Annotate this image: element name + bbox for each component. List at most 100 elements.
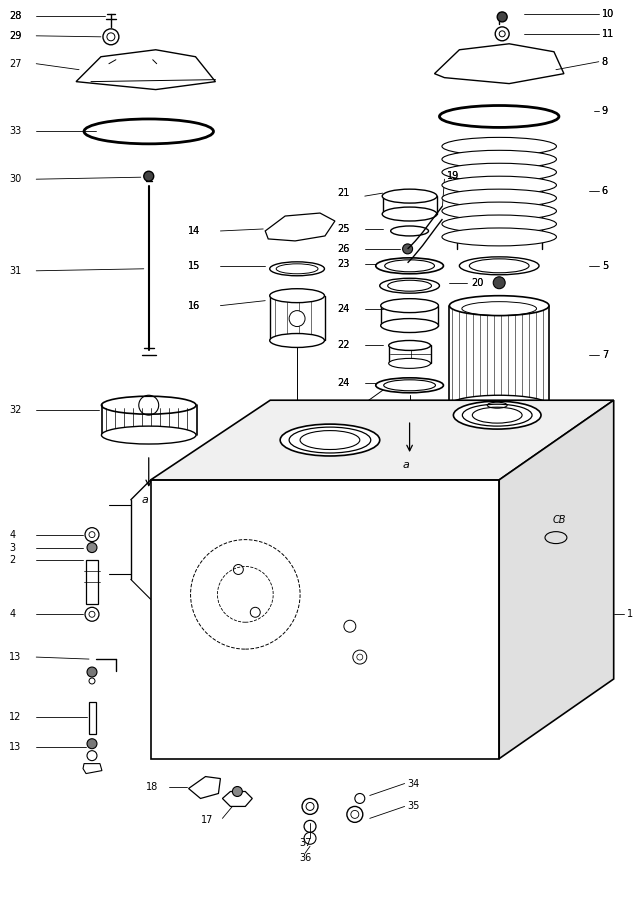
Text: 7: 7 <box>602 350 608 360</box>
Text: 3: 3 <box>10 543 15 553</box>
Ellipse shape <box>442 215 557 233</box>
Text: 9: 9 <box>602 106 608 116</box>
Ellipse shape <box>269 334 325 347</box>
Text: 12: 12 <box>10 712 22 722</box>
Text: 15: 15 <box>188 261 200 271</box>
Text: 36: 36 <box>299 853 311 863</box>
Text: 13: 13 <box>10 652 22 662</box>
Text: 9: 9 <box>602 106 608 116</box>
Polygon shape <box>151 400 614 480</box>
Ellipse shape <box>269 289 325 302</box>
Circle shape <box>87 667 97 677</box>
Text: 22: 22 <box>337 340 350 350</box>
Text: 28: 28 <box>10 11 22 21</box>
Ellipse shape <box>442 150 557 168</box>
Text: 21: 21 <box>337 188 350 198</box>
Bar <box>86 560 98 604</box>
Text: 16: 16 <box>188 301 200 310</box>
Text: 29: 29 <box>10 31 22 40</box>
Text: 1: 1 <box>626 609 633 619</box>
Text: 25: 25 <box>337 224 350 234</box>
Text: 24: 24 <box>337 303 350 313</box>
Ellipse shape <box>442 176 557 194</box>
Ellipse shape <box>442 138 557 156</box>
Circle shape <box>87 543 97 553</box>
Text: 27: 27 <box>10 58 22 68</box>
Text: 33: 33 <box>10 126 22 137</box>
Circle shape <box>233 787 242 796</box>
Text: 7: 7 <box>602 350 608 360</box>
Circle shape <box>306 803 314 810</box>
Text: 19: 19 <box>448 171 460 181</box>
Bar <box>387 584 420 612</box>
Circle shape <box>403 244 413 254</box>
Text: 31: 31 <box>10 266 22 275</box>
Ellipse shape <box>450 395 549 415</box>
Text: 28: 28 <box>10 11 22 21</box>
Ellipse shape <box>460 256 539 274</box>
Text: a: a <box>403 460 410 470</box>
Text: 17: 17 <box>200 815 213 825</box>
Bar <box>375 437 399 455</box>
Circle shape <box>289 310 305 327</box>
Bar <box>383 196 437 214</box>
Text: 13: 13 <box>10 742 22 751</box>
Ellipse shape <box>442 189 557 207</box>
Text: 23: 23 <box>337 259 350 269</box>
Text: 24: 24 <box>337 303 350 313</box>
Ellipse shape <box>453 401 541 429</box>
Text: 2: 2 <box>10 554 16 564</box>
Text: 26: 26 <box>337 244 350 254</box>
Polygon shape <box>223 791 252 806</box>
Circle shape <box>144 171 153 181</box>
Ellipse shape <box>382 189 437 203</box>
Ellipse shape <box>382 207 437 221</box>
Bar <box>262 562 280 575</box>
Text: 6: 6 <box>602 186 608 196</box>
Ellipse shape <box>376 257 443 274</box>
Text: 8: 8 <box>602 57 608 67</box>
Text: 24: 24 <box>337 378 350 388</box>
Text: 35: 35 <box>408 801 420 812</box>
Text: 34: 34 <box>408 778 420 788</box>
Text: 32: 32 <box>10 405 22 415</box>
Circle shape <box>497 12 507 22</box>
Text: 24: 24 <box>337 378 350 388</box>
Text: 20: 20 <box>471 278 484 288</box>
Bar <box>381 306 439 326</box>
Ellipse shape <box>391 226 429 236</box>
Text: a: a <box>142 495 148 505</box>
Text: 6: 6 <box>602 186 608 196</box>
Ellipse shape <box>381 299 439 312</box>
Text: 5: 5 <box>602 261 608 271</box>
Ellipse shape <box>376 378 443 392</box>
Text: 14: 14 <box>188 226 200 236</box>
Text: 29: 29 <box>10 31 22 40</box>
Text: 10: 10 <box>602 9 614 19</box>
Ellipse shape <box>380 278 439 293</box>
Polygon shape <box>499 400 614 759</box>
Ellipse shape <box>389 340 430 350</box>
Bar <box>89 702 96 733</box>
Text: 8: 8 <box>602 57 608 67</box>
Text: CB: CB <box>552 515 566 525</box>
Ellipse shape <box>450 296 549 316</box>
Bar <box>171 649 181 694</box>
Polygon shape <box>151 480 499 759</box>
Text: 25: 25 <box>337 224 350 234</box>
Ellipse shape <box>442 228 557 246</box>
Text: 4: 4 <box>10 609 15 619</box>
Text: 11: 11 <box>602 29 614 39</box>
Ellipse shape <box>442 202 557 220</box>
Text: 10: 10 <box>602 9 614 19</box>
Ellipse shape <box>381 319 439 332</box>
Text: 11: 11 <box>602 29 614 39</box>
Ellipse shape <box>389 358 430 368</box>
Circle shape <box>87 739 97 749</box>
Text: 30: 30 <box>10 175 22 184</box>
Text: 19: 19 <box>448 171 460 181</box>
Text: 26: 26 <box>337 244 350 254</box>
Text: 14: 14 <box>188 226 200 236</box>
Text: 18: 18 <box>146 781 158 791</box>
Text: 5: 5 <box>602 261 608 271</box>
